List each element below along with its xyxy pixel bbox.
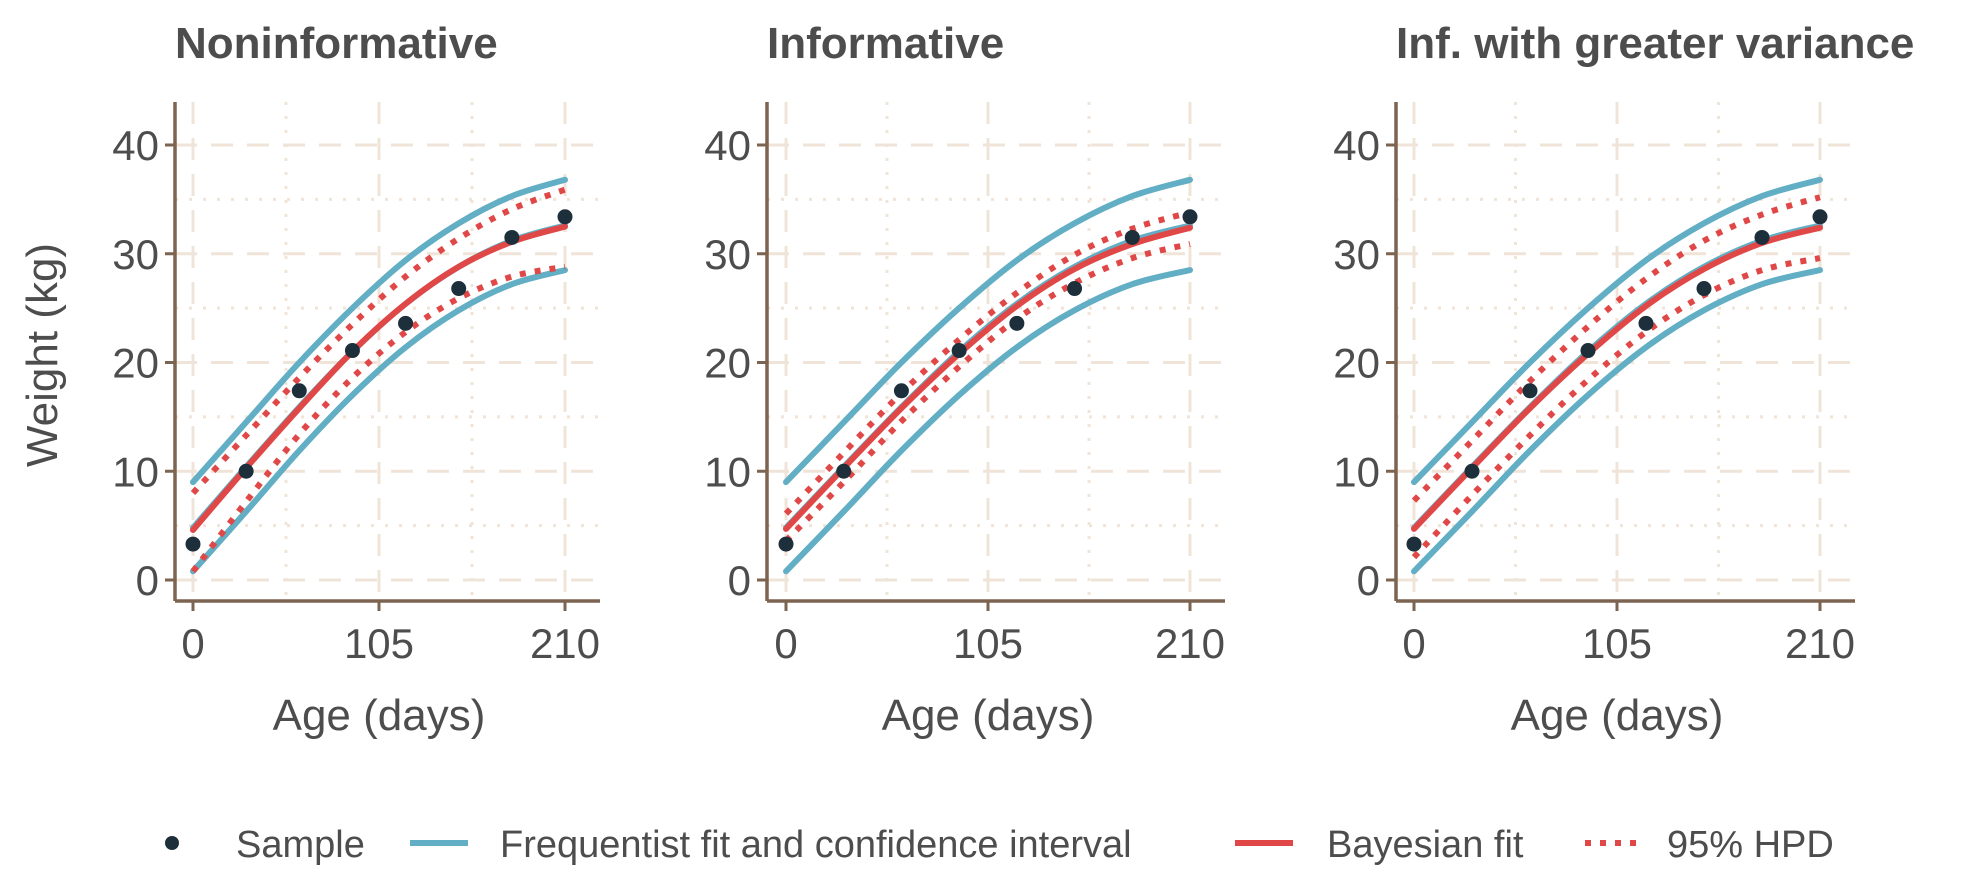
sample-point [1754, 229, 1770, 245]
x-axis-title: Age (days) [882, 691, 1095, 740]
hpd-upper-line [1411, 194, 1821, 503]
y-tick-label: 30 [1333, 231, 1380, 278]
sample-point [951, 343, 967, 359]
panel-title: Inf. with greater variance [1396, 19, 1914, 68]
frequentist-upper-line [190, 176, 568, 486]
y-tick-label: 40 [1333, 122, 1380, 169]
sample-point [451, 281, 467, 297]
sample-point [1124, 229, 1140, 245]
legend-label-freq: Frequentist fit and confidence interval [500, 824, 1132, 866]
y-tick-label: 20 [1333, 340, 1380, 387]
frequentist-upper-line [1411, 176, 1823, 486]
sample-point [1638, 315, 1654, 331]
sample-point [1182, 209, 1198, 225]
sample-point [1067, 281, 1083, 297]
legend: Sample Frequentist fit and confidence int… [165, 824, 1834, 866]
y-tick-label: 40 [704, 122, 751, 169]
panel-1: Noninformative 0 10 20 30 40 0 105 210 Age (days) [112, 19, 600, 740]
sample-point [557, 209, 573, 225]
bayesian-fit-line [190, 223, 568, 533]
y-tick-label: 10 [704, 448, 751, 495]
sample-point [185, 536, 201, 552]
x-tick-label: 105 [953, 620, 1023, 667]
legend-label-sample: Sample [236, 824, 365, 866]
hpd-upper-line [190, 186, 567, 496]
panel-2: Informative 0 10 20 30 40 0 105 210 Age (days) [704, 19, 1225, 740]
y-tick-label: 20 [112, 340, 159, 387]
legend-item-sample: Sample [165, 824, 365, 866]
legend-key-sample [165, 836, 179, 850]
grid [767, 102, 1225, 601]
x-axis-title: Age (days) [1511, 691, 1724, 740]
y-tick-label: 0 [728, 557, 751, 604]
legend-label-bayes: Bayesian fit [1327, 824, 1524, 866]
sample-point [398, 315, 414, 331]
y-tick-label: 0 [136, 557, 159, 604]
x-tick-label: 0 [1402, 620, 1425, 667]
y-tick-label: 10 [112, 448, 159, 495]
sample-point [1696, 281, 1712, 297]
sample-point [1812, 209, 1828, 225]
sample-point [1522, 383, 1538, 399]
x-tick-label: 210 [530, 620, 600, 667]
sample-point [238, 463, 254, 479]
x-tick-label: 0 [774, 620, 797, 667]
y-axis-title: Weight (kg) [18, 243, 67, 467]
sample-point [1464, 463, 1480, 479]
x-tick-label: 105 [344, 620, 414, 667]
panel-title: Noninformative [175, 19, 498, 68]
y-tick-label: 40 [112, 122, 159, 169]
legend-label-hpd: 95% HPD [1667, 824, 1834, 866]
frequentist-lower-line [783, 267, 1193, 575]
y-tick-label: 30 [112, 231, 159, 278]
panel-title: Informative [767, 19, 1004, 68]
sample-point [1406, 536, 1422, 552]
sample-point [291, 383, 307, 399]
y-tick-label: 0 [1357, 557, 1380, 604]
legend-item-freq: Frequentist fit and confidence interval [410, 824, 1132, 866]
frequentist-lower-line [190, 267, 568, 575]
x-axis-title: Age (days) [273, 691, 486, 740]
frequentist-upper-line [783, 176, 1193, 486]
grid [1396, 102, 1855, 601]
legend-item-hpd: 95% HPD [1585, 824, 1834, 866]
x-tick-label: 0 [181, 620, 204, 667]
hpd-upper-line [783, 209, 1191, 516]
y-tick-label: 30 [704, 231, 751, 278]
legend-item-bayes: Bayesian fit [1235, 824, 1524, 866]
y-tick-label: 20 [704, 340, 751, 387]
sample-point [344, 343, 360, 359]
y-tick-label: 10 [1333, 448, 1380, 495]
sample-point [504, 229, 520, 245]
frequentist-lower-line [1411, 267, 1823, 575]
hpd-lower-line [783, 241, 1191, 543]
sample-point [893, 383, 909, 399]
x-tick-label: 105 [1582, 620, 1652, 667]
sample-point [1580, 343, 1596, 359]
sample-point [836, 463, 852, 479]
sample-point [1009, 315, 1025, 331]
x-tick-label: 210 [1155, 620, 1225, 667]
sample-point [778, 536, 794, 552]
grid [175, 102, 600, 601]
panel-3: Inf. with greater variance 0 10 20 30 40 0 105 2… [1333, 19, 1914, 740]
x-tick-label: 210 [1785, 620, 1855, 667]
